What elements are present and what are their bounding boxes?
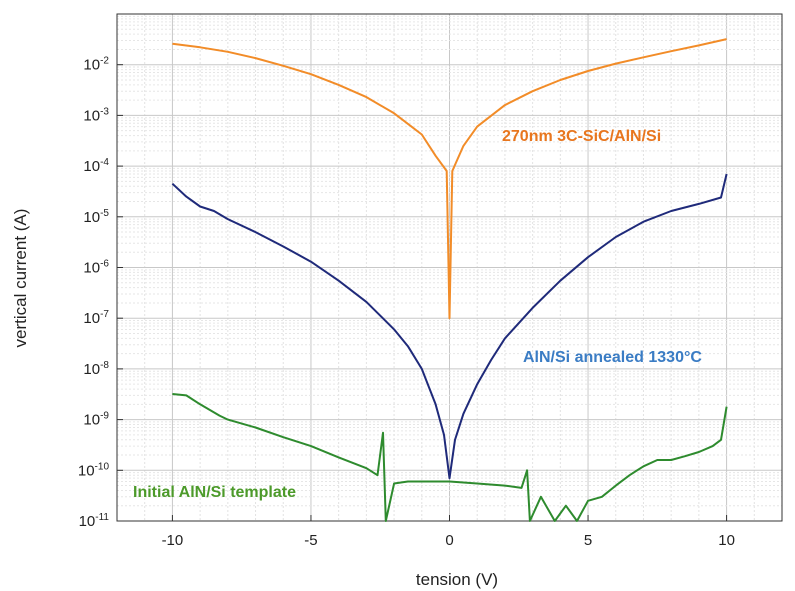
- y-tick-label: 10-2: [83, 56, 109, 74]
- grid: [116, 14, 783, 522]
- tick-marks: [117, 64, 728, 522]
- y-tick-label: 10-8: [83, 360, 109, 378]
- series-line-initial: [172, 393, 728, 522]
- series-label-annealed: AlN/Si annealed 1330°C: [523, 349, 702, 366]
- y-tick-label: 10-4: [83, 157, 109, 175]
- x-tick-label: 0: [445, 532, 453, 549]
- x-tick-label: 5: [584, 532, 592, 549]
- y-axis-title: vertical current (A): [11, 209, 30, 348]
- series: [171, 38, 728, 522]
- y-tick-label: 10-10: [78, 461, 110, 479]
- x-tick-label: -10: [162, 532, 184, 549]
- series-line-sic: [172, 38, 727, 320]
- series-label-initial: Initial AlN/Si template: [133, 484, 296, 501]
- series-line-annealed: [171, 173, 728, 480]
- series-label-sic: 270nm 3C-SiC/AlN/Si: [502, 128, 661, 145]
- y-tick-labels: 10-2 10-3 10-4 10-5 10-6 10-7 10-8 10-9 10-10 10-…: [78, 56, 110, 530]
- y-tick-label: 10-6: [83, 259, 109, 277]
- y-tick-label: 10-9: [83, 411, 109, 429]
- y-tick-label: 10-5: [83, 208, 109, 226]
- x-tick-label: 10: [718, 532, 735, 549]
- x-tick-label: -5: [304, 532, 317, 549]
- x-axis-title: tension (V): [416, 570, 498, 589]
- y-tick-label: 10-3: [83, 106, 109, 124]
- x-tick-labels: -10 -5 0 5 10: [162, 532, 735, 549]
- y-tick-label: 10-7: [83, 309, 109, 327]
- y-tick-label: 10-11: [79, 512, 110, 530]
